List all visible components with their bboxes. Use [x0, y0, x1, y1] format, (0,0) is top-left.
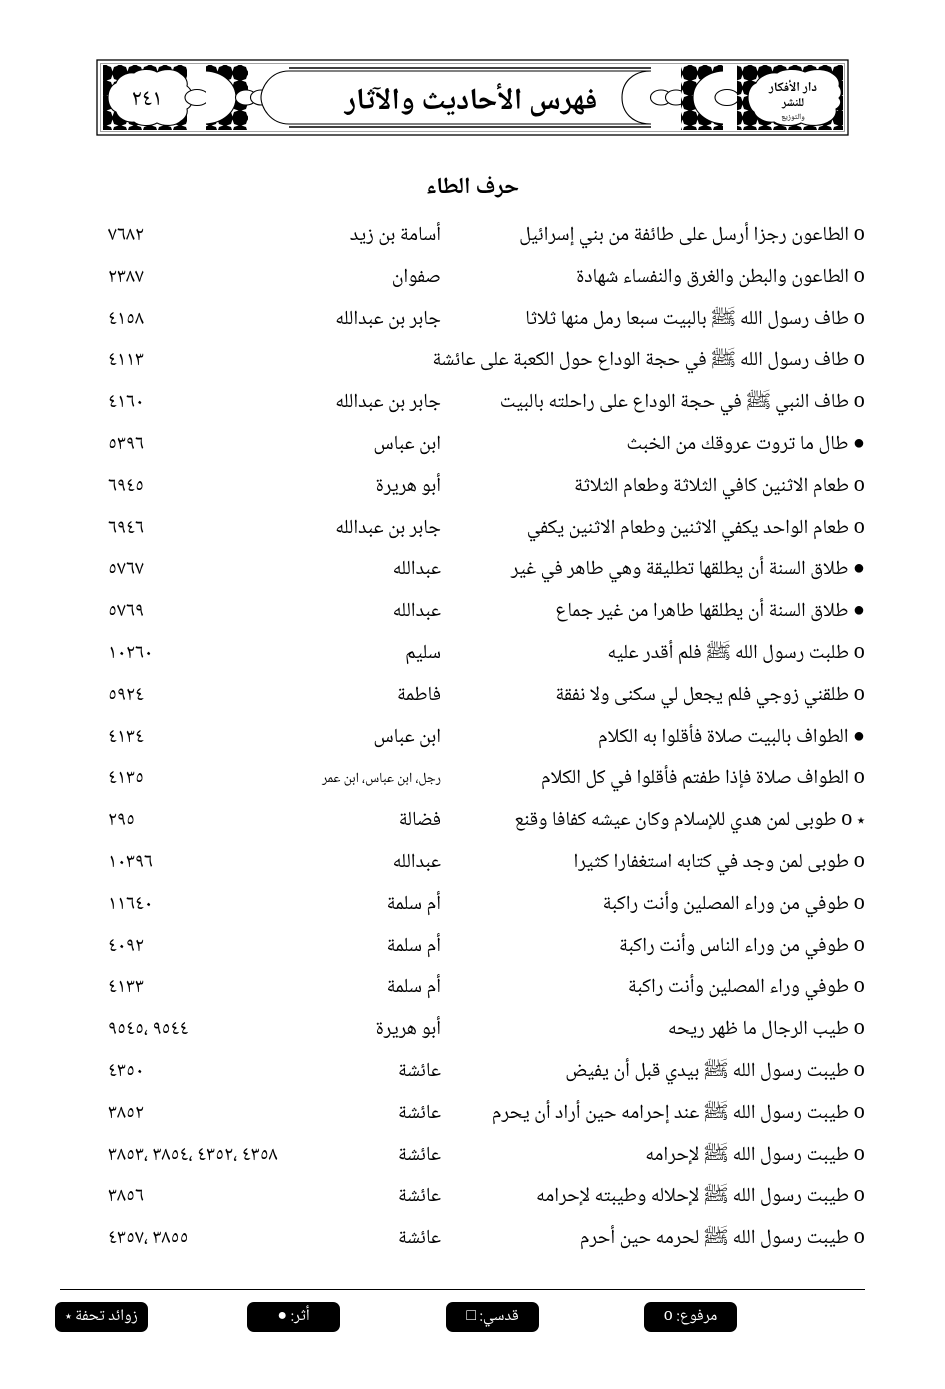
svg-text:فهرس الأحاديث والآثار: فهرس الأحاديث والآثار	[343, 78, 598, 129]
svg-text:٢٤١: ٢٤١	[132, 80, 163, 120]
svg-text:والتوزيع: والتوزيع	[781, 111, 805, 125]
